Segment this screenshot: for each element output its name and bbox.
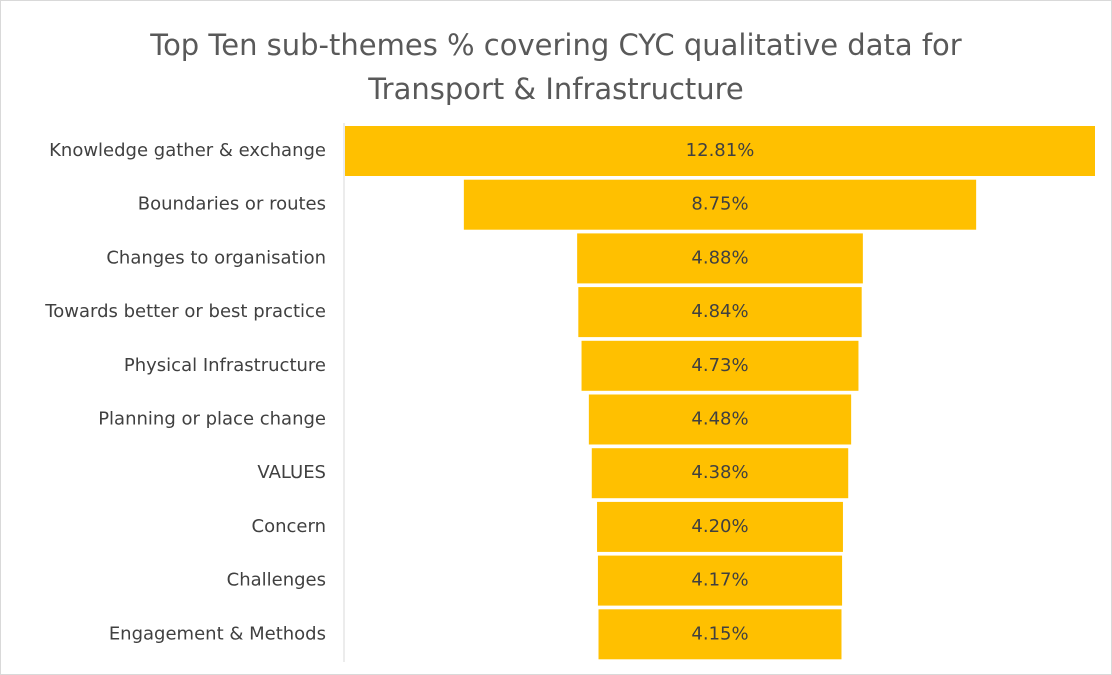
data-label: 4.17% [691,570,748,591]
funnel-bar [598,609,842,660]
funnel-bar [577,233,863,284]
data-label: 4.20% [691,516,748,537]
funnel-bar [591,448,849,499]
category-label: Challenges [227,570,326,591]
category-label: Engagement & Methods [109,623,326,644]
funnel-bar [345,126,1095,176]
funnel-bar [463,179,977,230]
category-label: Knowledge gather & exchange [49,140,326,161]
data-label: 8.75% [691,194,748,215]
funnel-bar [581,340,859,391]
data-label: 4.48% [691,409,748,430]
category-label: Planning or place change [98,409,326,430]
category-label: VALUES [257,462,326,483]
data-label: 4.88% [691,247,748,268]
category-label: Physical Infrastructure [124,355,326,376]
funnel-bar [588,394,852,445]
funnel-bar [578,287,862,338]
data-label: 4.73% [691,355,748,376]
chart-title: Top Ten sub-themes % covering CYC qualit… [150,28,962,106]
funnel-bar [597,555,843,606]
category-label: Boundaries or routes [138,194,326,215]
data-label: 4.15% [691,623,748,644]
funnel-bar [597,501,843,552]
data-label: 4.84% [691,301,748,322]
category-label: Concern [252,516,326,537]
data-label: 4.38% [691,462,748,483]
data-label: 12.81% [686,140,755,161]
category-label: Towards better or best practice [44,301,326,322]
category-label: Changes to organisation [106,247,326,268]
